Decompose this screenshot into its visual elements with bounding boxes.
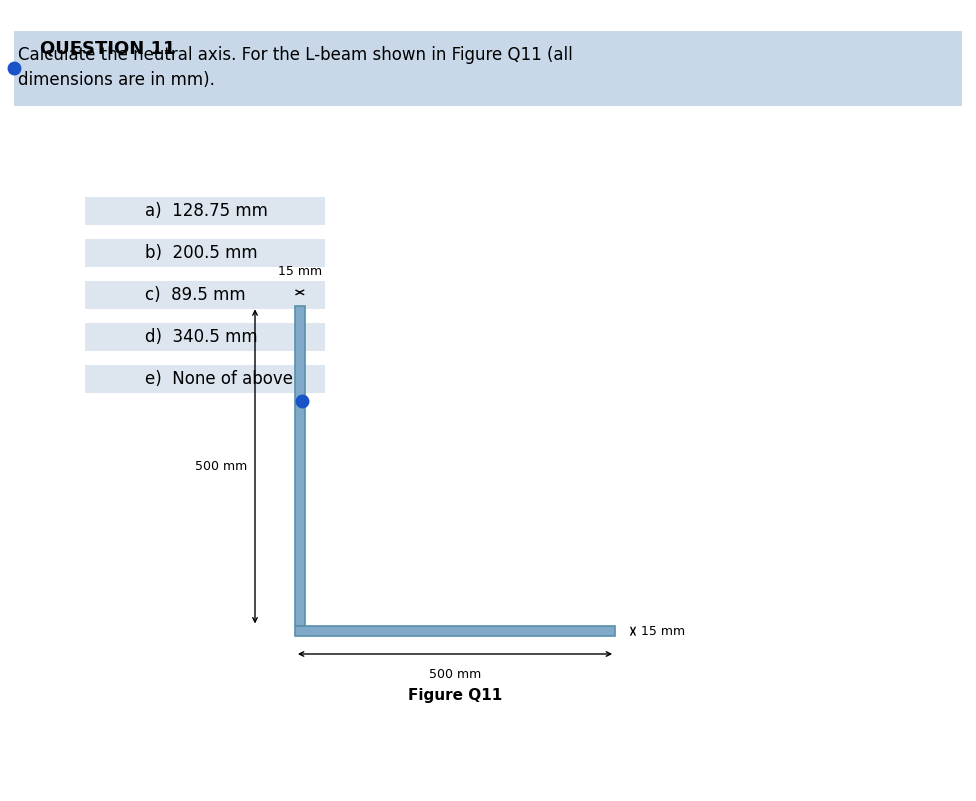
Bar [85, 197, 325, 225]
Bar [85, 323, 325, 351]
Bar [85, 365, 325, 393]
Text: 15 mm: 15 mm [278, 265, 322, 279]
Bar [295, 626, 615, 636]
Bar [85, 281, 325, 309]
Text: dimensions are in mm).: dimensions are in mm). [18, 71, 215, 89]
Text: b)  200.5 mm: b) 200.5 mm [145, 244, 258, 262]
Text: 500 mm: 500 mm [195, 460, 247, 473]
Text: 500 mm: 500 mm [428, 668, 481, 681]
Text: d)  340.5 mm: d) 340.5 mm [145, 328, 258, 346]
Text: 15 mm: 15 mm [641, 625, 685, 638]
Bar [85, 239, 325, 267]
Text: e)  None of above: e) None of above [145, 370, 293, 388]
Text: c)  89.5 mm: c) 89.5 mm [145, 286, 246, 304]
Bar [14, 31, 962, 106]
Text: Figure Q11: Figure Q11 [408, 688, 502, 703]
Text: Calculate the neutral axis. For the L-beam shown in Figure Q11 (all: Calculate the neutral axis. For the L-be… [18, 46, 573, 64]
Text: QUESTION 11: QUESTION 11 [40, 39, 176, 57]
Text: a)  128.75 mm: a) 128.75 mm [145, 202, 267, 220]
Bar [295, 307, 305, 626]
